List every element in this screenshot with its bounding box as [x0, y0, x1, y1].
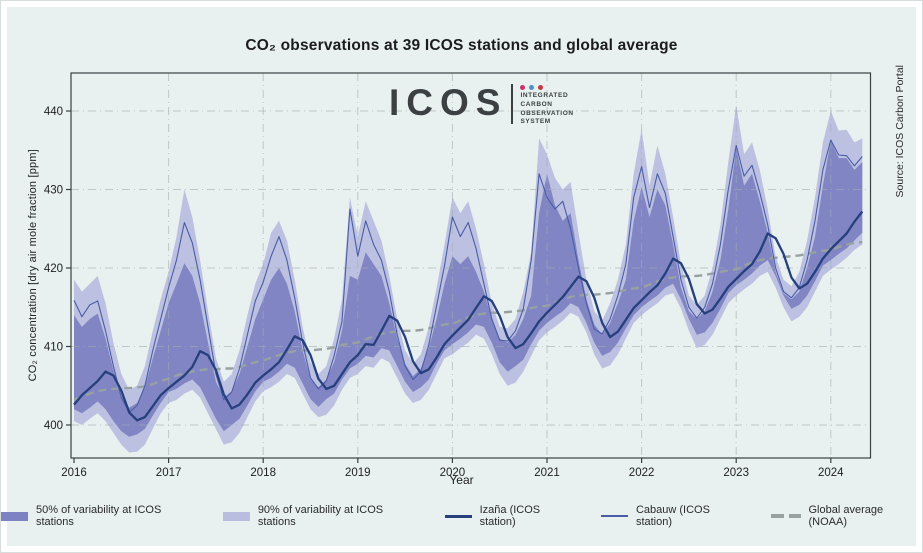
legend-item: Izaña (ICOS station): [444, 504, 577, 528]
icos-logo-divider: [511, 84, 514, 124]
chart-title: CO₂ observations at 39 ICOS stations and…: [245, 37, 678, 54]
legend-item: 90% of variability at ICOS stations: [222, 504, 421, 528]
icos-logo-subtitle: INTEGRATED CARBON OBSERVATION SYSTEM: [520, 92, 574, 126]
x-tick-label: 2016: [61, 467, 87, 479]
series-line: [73, 139, 863, 413]
plot-border: [70, 72, 872, 459]
logo-dot: [538, 85, 544, 90]
series-line: [73, 210, 864, 422]
x-tick-label: 2022: [629, 467, 655, 479]
legend-item: Cabauw (ICOS station): [600, 504, 747, 528]
icos-logo-dots-icon: [520, 85, 574, 90]
series-line: [73, 240, 863, 402]
legend-item: 50% of variability at ICOS stations: [1, 504, 199, 528]
legend-label: 90% of variability at ICOS stations: [257, 504, 384, 528]
x-tick-label: 2021: [534, 467, 560, 479]
logo-dot: [520, 85, 526, 90]
legend-item: Global average (NOAA): [770, 504, 923, 528]
legend-swatch-icon: [770, 514, 801, 518]
x-tick-label: 2019: [345, 467, 371, 479]
y-tick-label: 400: [44, 420, 63, 432]
legend-label: Cabauw (ICOS station): [635, 504, 710, 528]
x-tick-label: 2017: [156, 467, 182, 479]
legend: 50% of variability at ICOS stations 90% o…: [1, 504, 922, 528]
legend-label: Global average (NOAA): [808, 504, 884, 528]
icos-logo-text: ICOS: [389, 82, 508, 123]
logo-dot: [529, 85, 535, 90]
source-note: Source: ICOS Carbon Portal: [894, 65, 906, 198]
y-tick-label: 440: [44, 106, 63, 118]
x-tick-label: 2024: [818, 467, 844, 479]
legend-swatch-icon: [444, 514, 472, 518]
variability-band: [74, 140, 863, 437]
x-tick-label: 2020: [440, 467, 466, 479]
legend-swatch-icon: [222, 511, 250, 521]
legend-label: 50% of variability at ICOS stations: [36, 504, 162, 528]
y-axis-label: CO₂ concentration [dry air mole fraction…: [27, 149, 39, 382]
y-tick-label: 420: [44, 263, 63, 275]
x-tick-label: 2018: [250, 467, 276, 479]
icos-logo: ICOS INTEGRATED CARBON OBSERVATION SYSTE…: [389, 83, 574, 127]
x-tick-label: 2023: [723, 467, 749, 479]
x-axis-label: Year: [449, 473, 474, 487]
legend-swatch-icon: [1, 511, 28, 521]
y-tick-label: 410: [44, 342, 63, 354]
legend-swatch-icon: [600, 515, 628, 517]
legend-label: Izaña (ICOS station): [479, 504, 541, 528]
y-tick-label: 430: [44, 185, 63, 197]
